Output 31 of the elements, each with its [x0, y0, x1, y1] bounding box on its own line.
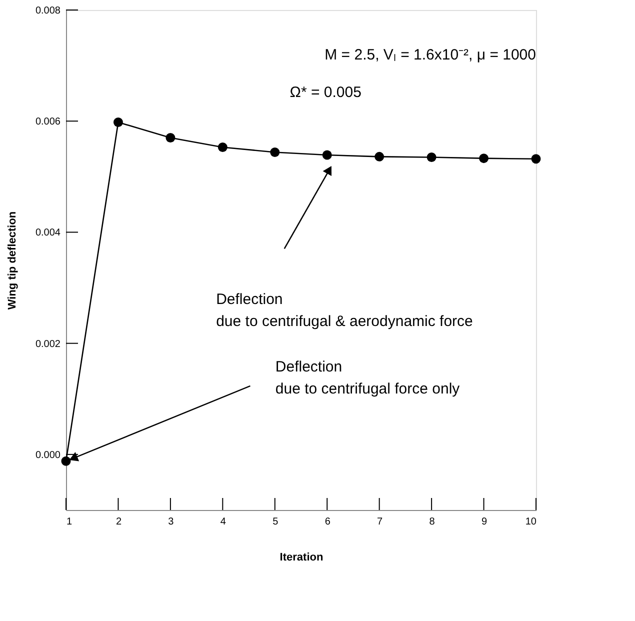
point: [322, 150, 332, 160]
x-tick-label: 9: [481, 516, 488, 528]
y-tick-label: 0.004: [35, 228, 61, 239]
y-tick-label: 0.006: [35, 116, 61, 128]
x-tick-label: 4: [220, 516, 226, 528]
x-tick-label: 5: [272, 516, 279, 528]
y-axis-title: Wing tip deflection: [6, 211, 18, 310]
point: [531, 154, 541, 164]
x-tick-label: 1: [66, 516, 72, 528]
point: [113, 117, 123, 127]
x-tick-label: 2: [116, 516, 122, 528]
y-tick-label: 0.008: [35, 6, 61, 16]
annotation: Deflection due to centrifugal & aerodynamic force: [216, 290, 473, 330]
annotation: Deflection due to centrifugal force only: [275, 358, 460, 398]
y-tick-label: 0.002: [35, 338, 61, 350]
y-tick-label: 0.000: [35, 450, 61, 461]
point: [61, 456, 71, 466]
point: [426, 152, 436, 162]
point: [479, 154, 489, 164]
point: [270, 147, 280, 157]
x-tick-label: 10: [525, 516, 537, 528]
x-tick-label: 7: [377, 516, 384, 528]
point: [166, 133, 176, 143]
annotation: M = 2.5, Vₗ = 1.6x10⁻², μ = 1000: [324, 46, 536, 64]
annotation: Ω* = 0.005: [290, 84, 362, 102]
point: [374, 152, 384, 162]
x-tick-label: 6: [324, 516, 331, 528]
x-axis-title: Iteration: [280, 552, 324, 564]
x-tick-label: 3: [168, 516, 174, 528]
point: [218, 142, 228, 152]
x-tick-label: 8: [429, 516, 436, 528]
